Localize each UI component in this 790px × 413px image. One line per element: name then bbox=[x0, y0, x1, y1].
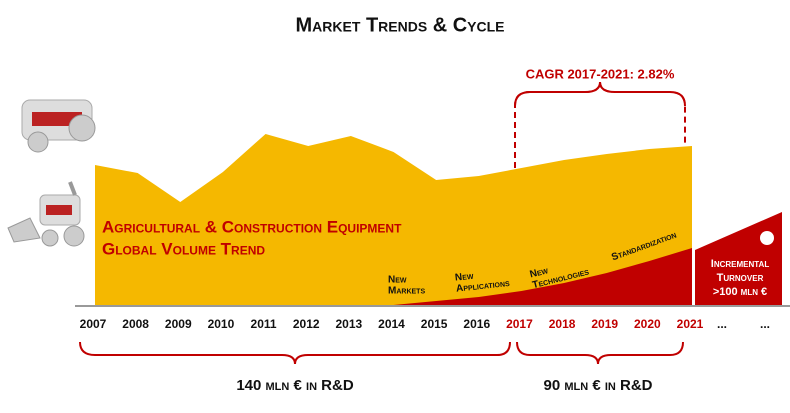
phase-label-line: New bbox=[529, 265, 550, 280]
future-label: Turnover bbox=[717, 272, 764, 284]
x-tick-label: ... bbox=[760, 317, 770, 331]
tractor-icon bbox=[21, 99, 96, 153]
bracket bbox=[516, 341, 684, 365]
area bbox=[393, 248, 692, 305]
x-tick-label: 2009 bbox=[165, 317, 192, 331]
phase-label-line: Markets bbox=[388, 286, 425, 297]
bracket-label: 140 mln € in R&D bbox=[236, 377, 354, 394]
x-tick-label: 2008 bbox=[122, 317, 149, 331]
x-tick-label: 2013 bbox=[336, 317, 363, 331]
future-label: >100 mln € bbox=[713, 286, 767, 298]
x-tick-label: 2012 bbox=[293, 317, 320, 331]
area-label: Agricultural & Construction Equipment bbox=[102, 217, 402, 236]
x-tick-label: 2014 bbox=[378, 317, 405, 331]
future-label: Incremental bbox=[711, 258, 770, 270]
cagr-bg bbox=[520, 66, 680, 82]
cagr-bracket bbox=[514, 81, 686, 107]
bracket bbox=[79, 341, 511, 365]
x-tick-label: 2020 bbox=[634, 317, 661, 331]
area bbox=[95, 134, 692, 305]
cagr-label: CAGR 2017-2021: 2.82% bbox=[526, 66, 675, 81]
x-tick-label: 2018 bbox=[549, 317, 576, 331]
area-label: Global Volume Trend bbox=[102, 239, 265, 258]
x-tick-label: 2010 bbox=[208, 317, 235, 331]
x-tick-label: 2021 bbox=[677, 317, 704, 331]
logo bbox=[760, 231, 774, 245]
x-tick-label: 2011 bbox=[251, 317, 277, 331]
x-tick-label: 2016 bbox=[463, 317, 490, 331]
x-tick-label: ... bbox=[717, 317, 727, 331]
phase-label-line: New bbox=[454, 271, 474, 284]
x-tick-label: 2015 bbox=[421, 317, 448, 331]
chart-title: Market Trends & Cycle bbox=[296, 14, 505, 36]
x-tick-label: 2017 bbox=[506, 317, 533, 331]
backhoe-icon bbox=[7, 181, 85, 247]
phase-label-line: New bbox=[388, 275, 407, 286]
x-tick-label: 2019 bbox=[591, 317, 618, 331]
bracket-label: 90 mln € in R&D bbox=[543, 377, 652, 394]
x-tick-label: 2007 bbox=[80, 317, 107, 331]
future-block bbox=[695, 212, 782, 305]
